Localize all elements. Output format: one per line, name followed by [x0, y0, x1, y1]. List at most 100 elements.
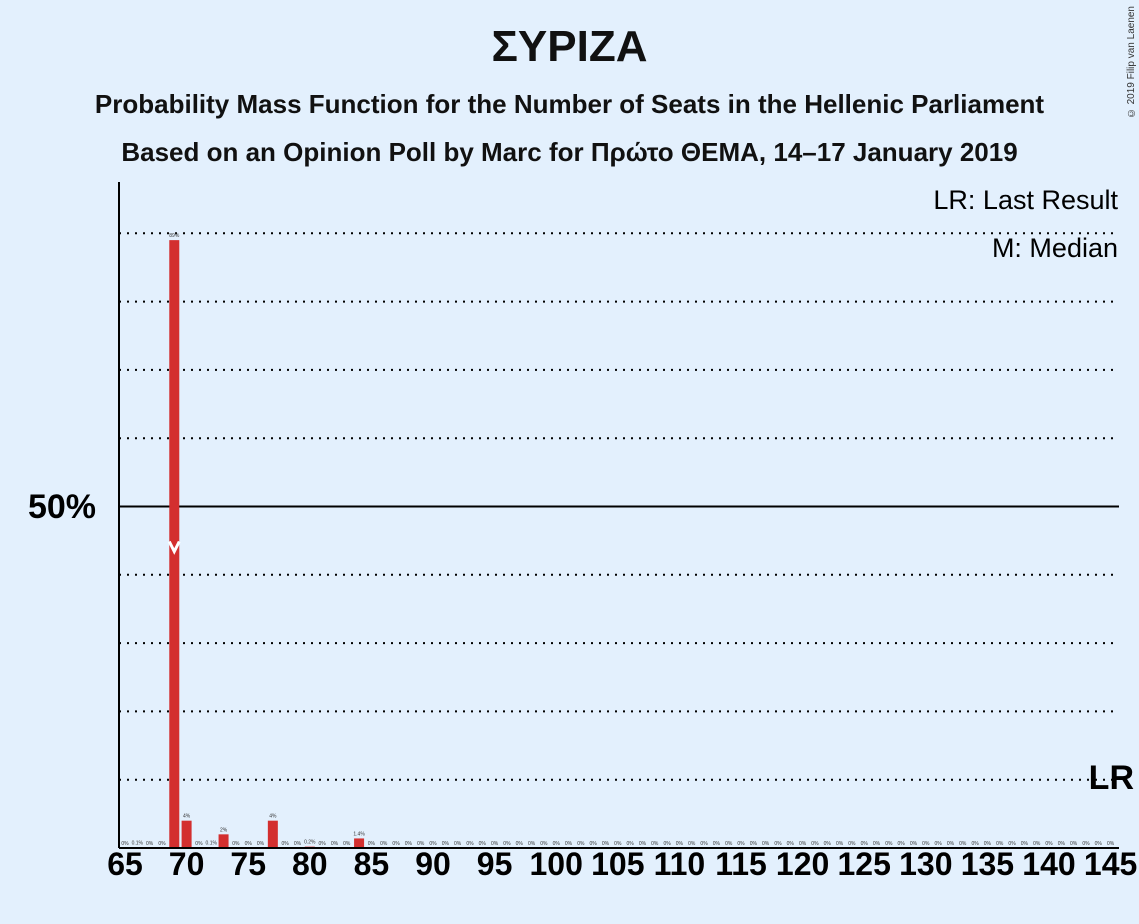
median-marker	[167, 540, 181, 555]
bar-label-101: 0%	[565, 841, 573, 847]
bar-label-89: 0%	[417, 841, 425, 847]
bar-label-122: 0%	[824, 841, 832, 847]
x-tick-label-85: 85	[354, 846, 390, 882]
x-tick-label-80: 80	[292, 846, 328, 882]
bar-label-67: 0%	[146, 841, 154, 847]
bar-label-100: 0%	[553, 841, 561, 847]
bar-label-144: 0%	[1095, 841, 1103, 847]
bar-label-139: 0%	[1033, 841, 1041, 847]
bar-label-76: 0%	[257, 841, 265, 847]
bar-label-95: 0%	[491, 841, 499, 847]
bar-label-110: 0%	[676, 841, 684, 847]
x-tick-label-75: 75	[230, 846, 266, 882]
bar-label-92: 0%	[454, 841, 462, 847]
bar-label-125: 0%	[861, 841, 869, 847]
bar-label-105: 0%	[614, 841, 622, 847]
bar-label-115: 0%	[737, 841, 745, 847]
bar-label-94: 0%	[479, 841, 487, 847]
bar-label-136: 0%	[996, 841, 1004, 847]
bar-label-99: 0%	[540, 841, 548, 847]
bar-label-132: 0%	[947, 841, 955, 847]
bar-70	[181, 820, 192, 848]
x-tick-label-70: 70	[169, 846, 205, 882]
bar-label-84: 1.4%	[353, 831, 365, 837]
x-tick-label-120: 120	[776, 846, 829, 882]
bar-label-78: 0%	[282, 841, 290, 847]
bar-label-134: 0%	[971, 841, 979, 847]
bar-label-91: 0%	[442, 841, 450, 847]
x-tick-label-125: 125	[838, 846, 891, 882]
bar-label-74: 0%	[232, 841, 240, 847]
bar-label-68: 0%	[158, 841, 166, 847]
chart-subtitle-2: Based on an Opinion Poll by Marc for Πρώ…	[121, 137, 1018, 167]
bar-label-96: 0%	[503, 841, 511, 847]
bar-label-104: 0%	[602, 841, 610, 847]
x-tick-label-135: 135	[961, 846, 1014, 882]
x-tick-label-90: 90	[415, 846, 451, 882]
bar-label-119: 0%	[787, 841, 795, 847]
x-tick-label-130: 130	[899, 846, 952, 882]
bar-label-128: 0%	[898, 841, 906, 847]
bar-label-138: 0%	[1021, 841, 1029, 847]
bar-label-106: 0%	[627, 841, 635, 847]
x-tick-label-95: 95	[477, 846, 513, 882]
bar-label-102: 0%	[577, 841, 585, 847]
last-result-marker: LR	[1089, 759, 1134, 797]
bar-label-112: 0%	[700, 841, 708, 847]
bar-label-70: 4%	[183, 814, 191, 820]
bar-label-98: 0%	[528, 841, 536, 847]
bar-label-81: 0%	[319, 841, 327, 847]
x-tick-label-110: 110	[654, 846, 706, 882]
legend-last-result: LR: Last Result	[933, 185, 1118, 215]
bar-label-79: 0%	[294, 841, 302, 847]
bar-label-71: 0%	[195, 841, 203, 847]
bar-label-80: 0.2%	[304, 840, 316, 846]
bar-label-90: 0%	[429, 841, 437, 847]
bar-label-123: 0%	[836, 841, 844, 847]
bar-label-120: 0%	[799, 841, 807, 847]
legend-median: M: Median	[992, 233, 1118, 263]
bar-label-108: 0%	[651, 841, 659, 847]
bar-label-114: 0%	[725, 841, 733, 847]
bar-label-88: 0%	[405, 841, 413, 847]
bar-label-143: 0%	[1082, 841, 1090, 847]
bar-label-126: 0%	[873, 841, 881, 847]
bar-label-86: 0%	[380, 841, 388, 847]
bar-84	[354, 838, 365, 848]
chart-subtitle-1: Probability Mass Function for the Number…	[94, 89, 1045, 119]
bar-label-72: 0.1%	[206, 840, 218, 846]
bar-label-73: 2%	[220, 827, 228, 833]
bar-label-103: 0%	[590, 841, 598, 847]
bar-label-135: 0%	[984, 841, 992, 847]
bar-label-82: 0%	[331, 841, 339, 847]
bar-label-87: 0%	[392, 841, 400, 847]
bar-77	[267, 820, 278, 848]
bar-label-130: 0%	[922, 841, 930, 847]
bar-73	[218, 834, 229, 848]
bar-label-113: 0%	[713, 841, 721, 847]
bar-label-75: 0%	[245, 841, 253, 847]
bar-label-124: 0%	[848, 841, 856, 847]
x-tick-labels: 65 70 75 80 85 90 95 100 105 110 115 120 125 130 135 14…	[107, 846, 1137, 882]
bar-label-107: 0%	[639, 841, 647, 847]
bar-labels: 0% 0.1% 0% 0% 89% 4% 0% 0.1% 2% 0% 0% 0% 4% 0% 0% 0.2% 0…	[121, 233, 1114, 847]
bar-label-97: 0%	[516, 841, 524, 847]
bar-label-118: 0%	[774, 841, 782, 847]
x-tick-label-115: 115	[715, 846, 767, 882]
bar-label-140: 0%	[1045, 841, 1053, 847]
bar-label-141: 0%	[1058, 841, 1066, 847]
bar-label-109: 0%	[663, 841, 671, 847]
bar-label-129: 0%	[910, 841, 918, 847]
bar-label-117: 0%	[762, 841, 770, 847]
bar-label-65: 0%	[121, 841, 129, 847]
bar-label-111: 0%	[688, 841, 696, 847]
bar-label-83: 0%	[343, 841, 351, 847]
bar-label-131: 0%	[935, 841, 943, 847]
x-tick-label-65: 65	[107, 846, 143, 882]
gridlines	[119, 232, 1119, 781]
bars	[132, 240, 365, 848]
x-tick-label-145: 145	[1084, 846, 1137, 882]
chart-title: ΣΥΡΙΖΑ	[491, 22, 648, 71]
bar-label-137: 0%	[1008, 841, 1016, 847]
